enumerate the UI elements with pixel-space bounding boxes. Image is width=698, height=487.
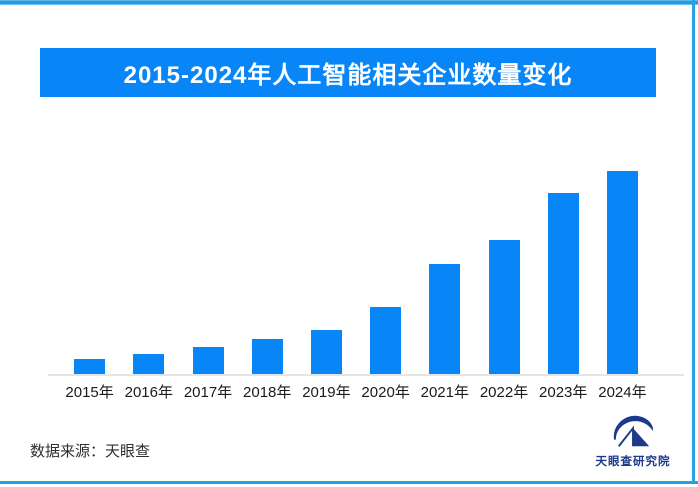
frame-right-border	[692, 0, 695, 484]
bar-column: 2015年	[60, 148, 119, 401]
bar-2023年	[547, 193, 579, 375]
bar-column: 2016年	[119, 148, 178, 401]
bar-column: 2019年	[297, 148, 356, 401]
chart-title-banner: 2015-2024年人工智能相关企业数量变化	[40, 48, 656, 97]
bar-2022年	[488, 239, 520, 375]
bar-column: 2017年	[178, 148, 237, 401]
x-axis-label: 2017年	[183, 384, 233, 401]
x-axis-label: 2023年	[539, 384, 588, 401]
bar-column: 2020年	[356, 148, 415, 401]
frame-top-border	[0, 0, 698, 5]
x-axis-label: 2020年	[361, 384, 410, 401]
bar-2019年	[310, 329, 342, 375]
x-axis-label: 2022年	[479, 384, 529, 401]
frame-bottom-border	[0, 481, 698, 484]
x-axis-label: 2018年	[243, 384, 292, 401]
bar-2021年	[429, 264, 461, 375]
bar-2024年	[606, 171, 638, 375]
x-axis-label: 2016年	[124, 384, 173, 401]
bar-2017年	[192, 347, 224, 375]
bar-column: 2024年	[593, 148, 652, 401]
bar-chart: 2015年 2016年 2017年 2018年 2019年 2020年 2021年 2022年…	[60, 148, 652, 401]
chart-title: 2015-2024年人工智能相关企业数量变化	[123, 62, 573, 89]
tianyancha-logo-icon	[613, 415, 654, 447]
bar-2020年	[370, 306, 402, 375]
bar-column: 2023年	[534, 148, 593, 401]
bar-2016年	[133, 353, 165, 375]
bar-2015年	[74, 358, 106, 375]
bar-column: 2021年	[415, 148, 474, 401]
x-axis-line	[48, 374, 684, 376]
tianyancha-logo: 天眼查研究院	[586, 413, 680, 469]
x-axis-label: 2019年	[302, 384, 351, 401]
data-source-text: 数据来源：天眼查	[30, 443, 151, 460]
x-axis-label: 2021年	[420, 384, 469, 401]
tianyancha-logo-label: 天眼查研究院	[595, 456, 671, 468]
bar-column: 2018年	[238, 148, 297, 401]
x-axis-label: 2015年	[65, 384, 114, 401]
x-axis-label: 2024年	[598, 384, 647, 401]
bar-column: 2022年	[474, 148, 533, 401]
bar-2018年	[251, 338, 283, 375]
